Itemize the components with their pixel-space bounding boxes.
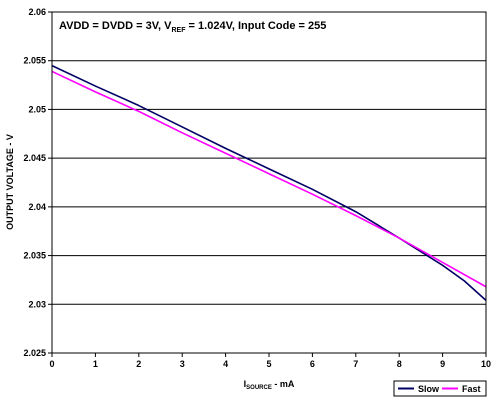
chart-annotation: AVDD = DVDD = 3V, VREF = 1.024V, Input C…	[59, 20, 326, 34]
y-tick-label: 2.03	[28, 299, 46, 309]
series-line-fast	[51, 70, 487, 288]
gridlines	[52, 60, 486, 305]
x-tick-label: 2	[136, 359, 141, 369]
y-axis-title: OUTPUT VOLTAGE - V	[5, 134, 15, 230]
y-tick-label: 2.045	[23, 153, 46, 163]
y-tick-label: 2.055	[23, 56, 46, 66]
y-tick-labels: 2.025 2.03 2.035 2.04 2.045 2.05 2.055 2.06	[23, 7, 52, 358]
y-tick-label: 2.04	[28, 202, 46, 212]
y-tick-label: 2.05	[28, 104, 46, 114]
legend-label-slow: Slow	[418, 384, 440, 394]
x-axis-title: ISOURCE - mA	[244, 379, 295, 391]
x-tick-label: 4	[223, 359, 228, 369]
x-tick-label: 3	[180, 359, 185, 369]
x-tick-label: 10	[481, 359, 491, 369]
x-tick-label: 6	[310, 359, 315, 369]
series-layer	[51, 64, 487, 301]
x-tick-label: 7	[353, 359, 358, 369]
annotation-subscript: REF	[172, 27, 187, 34]
series-line-slow	[51, 64, 487, 301]
y-tick-label: 2.035	[23, 251, 46, 261]
x-tick-label: 1	[93, 359, 98, 369]
x-tick-label: 0	[49, 359, 54, 369]
legend-label-fast: Fast	[462, 384, 481, 394]
legend: Slow Fast	[393, 380, 487, 397]
y-tick-label: 2.025	[23, 348, 46, 358]
x-tick-labels: 0 1 2 3 4 5 6 7 8 9 10	[49, 353, 491, 369]
legend-box	[393, 380, 487, 397]
x-tick-label: 9	[440, 359, 445, 369]
plot-area	[52, 12, 486, 353]
x-tick-label: 8	[397, 359, 402, 369]
y-tick-label: 2.06	[28, 7, 46, 17]
x-axis-subscript: SOURCE	[246, 385, 272, 391]
x-tick-label: 5	[266, 359, 271, 369]
